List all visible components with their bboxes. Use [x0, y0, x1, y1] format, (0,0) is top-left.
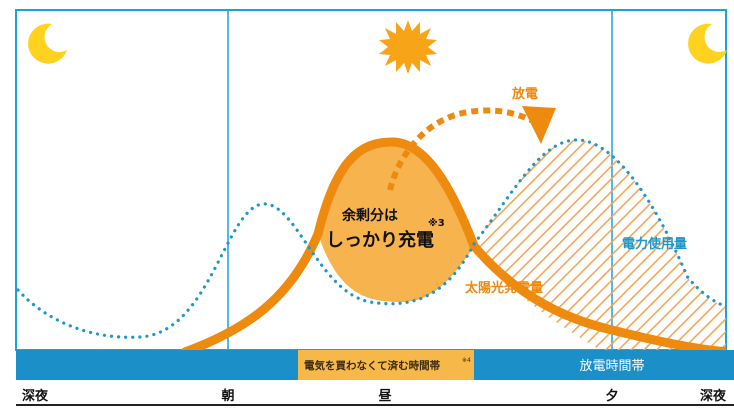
usage-curve — [16, 138, 726, 339]
surplus-label-line1: 余剰分は — [341, 207, 398, 224]
time-axis-label: 深夜 — [700, 388, 727, 404]
solar-curve — [180, 137, 726, 350]
usage-label: 電力使用量 — [622, 236, 687, 252]
discharge-arrowhead — [522, 106, 556, 144]
discharge-label: 放電 — [511, 86, 538, 102]
discharge-band-label: 放電時間帯 — [579, 359, 644, 374]
time-axis-label: 朝 — [221, 388, 234, 404]
note-4: ※4 — [462, 357, 471, 364]
time-axis-label: 昼 — [378, 388, 391, 404]
sun-icon — [379, 20, 437, 74]
surplus-label-line2: しっかり充電 — [326, 229, 434, 251]
time-axis-label: 深夜 — [22, 388, 49, 404]
discharge-arrow — [387, 107, 537, 191]
time-axis-label: 夕 — [605, 388, 618, 404]
no-buy-band-box — [298, 350, 474, 380]
moon-icon — [688, 23, 727, 64]
discharge-area — [474, 139, 726, 350]
moon-icon — [28, 23, 68, 64]
solar-label: 太陽光発電量 — [464, 280, 543, 296]
surplus-area — [318, 142, 474, 302]
note-3: ※3 — [428, 217, 445, 229]
no-buy-band-label: 電気を買わなくて済む時間帯 — [304, 359, 441, 372]
